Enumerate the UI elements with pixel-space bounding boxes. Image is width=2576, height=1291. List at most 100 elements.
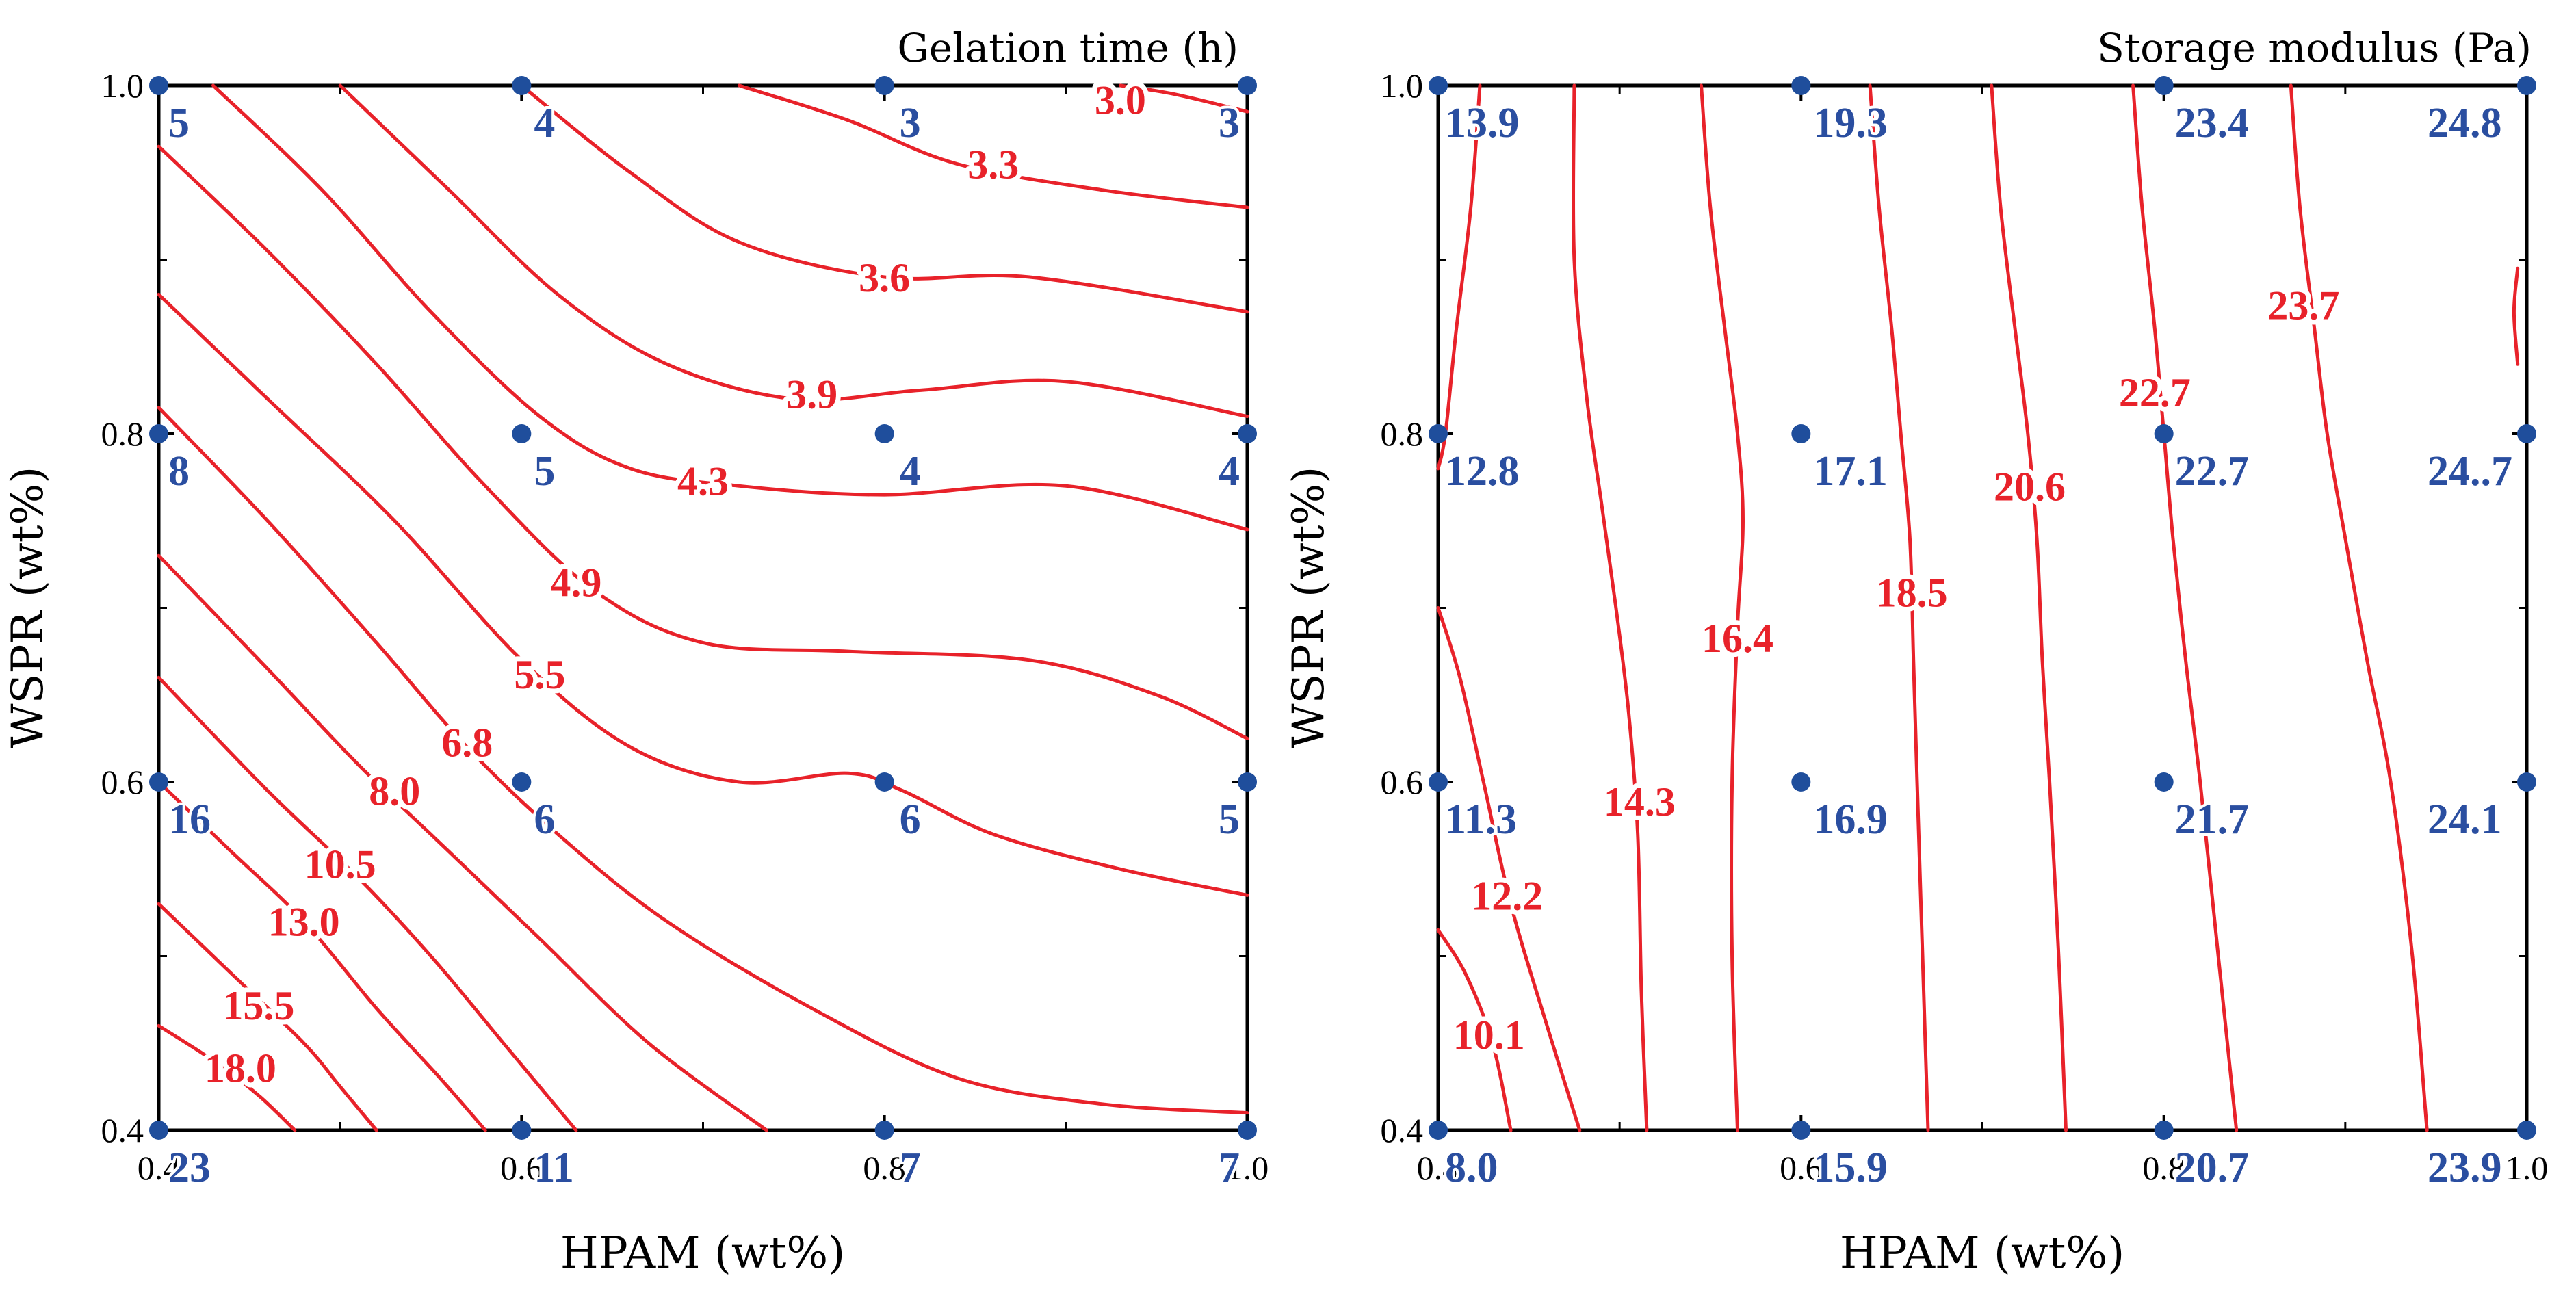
data-point (1238, 1121, 1257, 1140)
data-point-label: 8.0 (1445, 1145, 1498, 1191)
data-point (149, 76, 168, 95)
data-point (1429, 1121, 1448, 1140)
contour-line (157, 1023, 297, 1132)
contour-line (1118, 83, 1249, 114)
data-point-label: 24.1 (2428, 796, 2502, 843)
contour-level-label: 8.0 (369, 769, 420, 814)
data-point (149, 772, 168, 792)
data-point-label: 24.8 (2428, 100, 2502, 146)
plot-frame (1436, 83, 2529, 1132)
y-tick-label: 0.8 (101, 415, 144, 453)
data-point (512, 76, 532, 95)
contour-level-label: 15.5 (222, 983, 294, 1028)
data-point (2517, 1121, 2536, 1140)
data-point (1791, 424, 1811, 443)
data-point-label: 4 (900, 448, 921, 495)
data-point (1429, 424, 1448, 443)
contour-level-label: 18.5 (1876, 571, 1948, 616)
contour-level-label: 16.4 (1702, 616, 1773, 661)
chart-title: Storage modulus (Pa) (2097, 25, 2532, 71)
data-point-label: 7 (1219, 1145, 1240, 1191)
contour-level-label: 4.9 (550, 560, 601, 605)
contour-level-label: 3.9 (786, 371, 837, 417)
contour-line (157, 675, 578, 1132)
data-point (874, 76, 894, 95)
data-point (512, 1121, 532, 1140)
data-point-label: 6 (900, 796, 921, 843)
data-points (1429, 76, 2536, 1140)
data-point (2517, 772, 2536, 792)
data-point (1238, 424, 1257, 443)
data-point (1429, 772, 1448, 792)
contour-level-label: 14.3 (1604, 779, 1676, 824)
contour-level-label: 22.7 (2119, 370, 2191, 415)
data-point-label: 13.9 (1445, 100, 1520, 146)
data-point (149, 424, 168, 443)
contour-level-label: 13.0 (268, 900, 340, 945)
data-point-label: 17.1 (1813, 448, 1888, 495)
contour-line (157, 780, 487, 1132)
contour-level-label: 4.3 (677, 459, 729, 504)
contour-line (1868, 83, 1930, 1132)
x-axis-label: HPAM (wt%) (1840, 1228, 2124, 1279)
data-point-label: 11.3 (1445, 796, 1517, 843)
y-tick-label: 1.0 (101, 66, 144, 105)
data-point-label: 23 (168, 1145, 211, 1191)
data-point-label: 5 (1219, 796, 1240, 843)
data-point-label: 3 (1219, 100, 1240, 146)
contour-line (1436, 928, 1513, 1132)
data-point (1791, 76, 1811, 95)
data-point (1791, 772, 1811, 792)
contour-level-label: 3.3 (967, 142, 1019, 187)
contour-line (2131, 83, 2239, 1132)
contour-level-label: 12.2 (1471, 873, 1543, 918)
contour-level-label: 6.8 (441, 720, 493, 765)
data-point (874, 772, 894, 792)
contour-level-label: 10.5 (304, 842, 376, 887)
data-point (2154, 76, 2174, 95)
contour-lines (157, 83, 1249, 1132)
data-point-label: 11 (534, 1145, 574, 1191)
contour-level-label: 3.6 (859, 255, 910, 300)
data-point-label: 16 (168, 796, 211, 843)
data-point (512, 772, 532, 792)
data-point (1791, 1121, 1811, 1140)
data-points (149, 76, 1257, 1140)
contour-line (1700, 83, 1745, 1132)
x-tick-label: 0.4 (1417, 1149, 1460, 1187)
x-tick-label: 0.8 (2142, 1149, 2185, 1187)
data-point-label: 5 (534, 448, 555, 495)
contour-level-label: 23.7 (2267, 283, 2339, 328)
y-tick-label: 0.8 (1381, 415, 1424, 453)
data-point-label: 23.4 (2175, 100, 2250, 146)
y-tick-label: 1.0 (1381, 66, 1424, 105)
data-point (2517, 76, 2536, 95)
data-point (512, 424, 532, 443)
data-point-label: 20.7 (2175, 1145, 2250, 1191)
x-tick-label: 1.0 (1226, 1149, 1269, 1187)
contour-line (157, 553, 768, 1132)
y-tick-label: 0.4 (1381, 1111, 1424, 1149)
x-tick-label: 0.8 (863, 1149, 906, 1187)
data-point-label: 4 (1219, 448, 1240, 495)
data-point (2154, 424, 2174, 443)
contour-line (157, 292, 1249, 897)
storage-modulus-contour-plot: 0.40.4 0.6 0.6 0.8 0.8 1.0 1.0 10.1 12.2 14.3 16.4… (1284, 25, 2548, 1279)
plot-frame (157, 83, 1249, 1132)
contour-line (157, 406, 1249, 1115)
contour-line (519, 83, 1249, 314)
data-point (2154, 772, 2174, 792)
data-point-label: 22.7 (2175, 448, 2250, 495)
y-axis-label: WSPR (wt%) (3, 467, 53, 748)
contour-lines (1436, 83, 2520, 1132)
data-point-label: 6 (534, 796, 555, 843)
data-point-label: 23.9 (2428, 1145, 2502, 1191)
x-tick-label: 0.4 (138, 1149, 181, 1187)
gelation-time-contour-plot: 0.40.4 0.6 0.6 0.8 0.8 1.0 1.0 3.0 3.3 3.6 3.9 4.3 4… (3, 25, 1269, 1279)
data-point (1238, 772, 1257, 792)
data-point-label: 12.8 (1445, 448, 1520, 495)
contour-line (157, 902, 378, 1132)
data-point (874, 424, 894, 443)
data-point-label: 8 (168, 448, 190, 495)
